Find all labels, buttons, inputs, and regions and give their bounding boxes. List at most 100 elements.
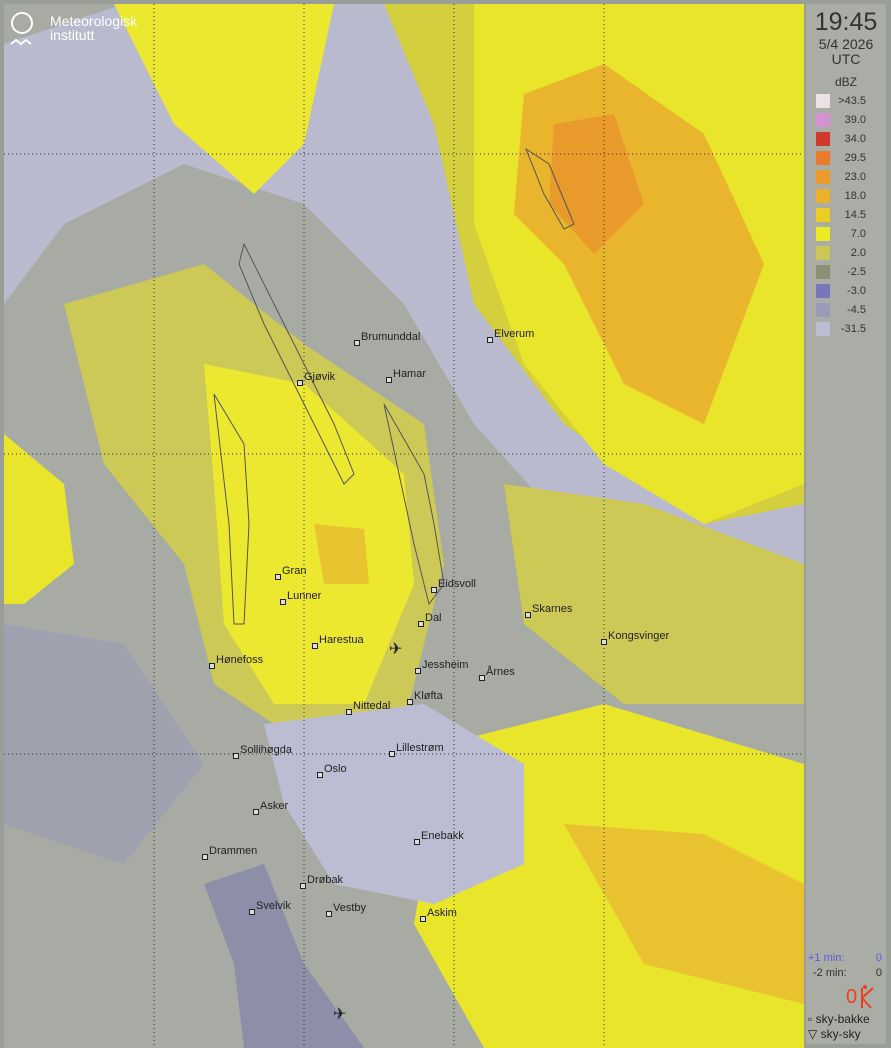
legend-value: 7.0: [850, 228, 866, 240]
city-dot-icon: [297, 380, 303, 386]
city-label: Vestby: [333, 902, 367, 914]
minus2-value: 0: [875, 967, 882, 979]
legend-swatch: [816, 189, 830, 203]
legend-item: >43.5: [814, 92, 886, 110]
city-dot-icon: [312, 643, 318, 649]
ground-label: sky-bakke: [815, 1012, 870, 1026]
legend-value: -3.0: [847, 285, 866, 297]
plus1-label: +1 min:: [808, 952, 845, 964]
minus2-label: -2 min:: [813, 967, 847, 979]
legend-swatch: [816, 151, 830, 165]
city-label: Sollihøgda: [240, 744, 292, 756]
cloud-symbol-icon: ▽: [808, 1027, 818, 1041]
city-dot-icon: [317, 772, 323, 778]
cloud-label: sky-sky: [820, 1027, 861, 1041]
date-label: 5/4 2026: [818, 36, 874, 52]
city-dot-icon: [253, 809, 259, 815]
legend-swatch: [816, 113, 830, 127]
legend-swatch: [816, 132, 830, 146]
city-label: Svelvik: [256, 900, 291, 912]
legend-item: 2.0: [814, 244, 886, 262]
city-label: Drøbak: [307, 874, 344, 886]
legend-item: -4.5: [814, 301, 886, 319]
legend-item: 23.0: [814, 168, 886, 186]
city-dot-icon: [386, 377, 392, 383]
legend-swatch: [816, 94, 830, 108]
city-label: Asker: [260, 800, 289, 812]
legend-value: 23.0: [844, 171, 866, 183]
city-dot-icon: [280, 599, 286, 605]
city-dot-icon: [415, 668, 421, 674]
city-dot-icon: [326, 911, 332, 917]
plus1-value: 0: [875, 952, 882, 964]
city-dot-icon: [202, 854, 208, 860]
legend-swatch: [816, 322, 830, 336]
city-dot-icon: [418, 621, 424, 627]
legend-panel: 19:45 5/4 2026 UTC dBZ >43.5 39.0 34.0 29.5…: [806, 4, 886, 1044]
city-label: Elverum: [494, 328, 535, 340]
legend-item: 18.0: [814, 187, 886, 205]
legend-item: 29.5: [814, 149, 886, 167]
unit-label: dBZ: [834, 75, 857, 89]
legend-value: 18.0: [844, 190, 866, 202]
legend-swatch: [816, 284, 830, 298]
city-label: Lillestrøm: [396, 742, 444, 754]
legend-swatch: [816, 246, 830, 260]
legend-item: -2.5: [814, 263, 886, 281]
city-label: Gran: [282, 565, 307, 577]
legend-value: 39.0: [844, 114, 866, 126]
legend-value: >43.5: [838, 95, 866, 107]
lightning-total: 0: [846, 986, 858, 1008]
city-dot-icon: [354, 340, 360, 346]
city-dot-icon: [420, 916, 426, 922]
city-dot-icon: [249, 909, 255, 915]
city-dot-icon: [525, 612, 531, 618]
logo-icon: [10, 12, 33, 46]
city-label: Dal: [425, 612, 442, 624]
city-label: Jessheim: [422, 659, 469, 671]
airport-icon: ✈: [389, 641, 403, 658]
legend-item: -31.5: [814, 320, 886, 338]
legend-item: 7.0: [814, 225, 886, 243]
legend-value: 34.0: [844, 133, 866, 145]
city-dot-icon: [300, 883, 306, 889]
legend-value: -31.5: [840, 323, 866, 335]
radar-layer: [4, 4, 804, 1048]
logo-line1: Meteorologisk: [50, 13, 138, 29]
city-label: Skarnes: [532, 603, 573, 615]
legend-swatch: [816, 265, 830, 279]
legend-value: 14.5: [844, 209, 866, 221]
legend-swatch: [816, 208, 830, 222]
city-label: Årnes: [486, 666, 515, 678]
city-dot-icon: [389, 751, 395, 757]
tz-label: UTC: [831, 51, 861, 67]
legend-swatch: [816, 227, 830, 241]
city-dot-icon: [601, 639, 607, 645]
city-dot-icon: [414, 839, 420, 845]
legend-value: 2.0: [850, 247, 866, 259]
city-label: Oslo: [324, 763, 347, 775]
city-label: Brumunddal: [361, 331, 421, 343]
city-label: Lunner: [287, 590, 322, 602]
city-label: Nittedal: [353, 700, 391, 712]
radar-map[interactable]: Brumunddal Elverum Gjøvik Hamar Gran Eidsvoll…: [4, 4, 804, 1048]
time-label: 19:45: [814, 8, 878, 36]
legend-swatch: [816, 170, 830, 184]
city-label: Kongsvinger: [608, 630, 670, 642]
city-label: Kløfta: [414, 690, 443, 702]
legend-item: -3.0: [814, 282, 886, 300]
legend-value: 29.5: [844, 152, 866, 164]
city-dot-icon: [346, 709, 352, 715]
city-label: Eidsvoll: [438, 578, 476, 590]
city-label: Hønefoss: [216, 654, 264, 666]
legend-value: -2.5: [847, 266, 866, 278]
city-label: Enebakk: [421, 830, 464, 842]
legend-value: -4.5: [847, 304, 866, 316]
city-label: Gjøvik: [304, 371, 336, 383]
city-dot-icon: [275, 574, 281, 580]
city-dot-icon: [407, 699, 413, 705]
city-dot-icon: [431, 587, 437, 593]
legend-item: 34.0: [814, 130, 886, 148]
legend-swatch: [816, 303, 830, 317]
airport-icon: ✈: [333, 1006, 347, 1023]
